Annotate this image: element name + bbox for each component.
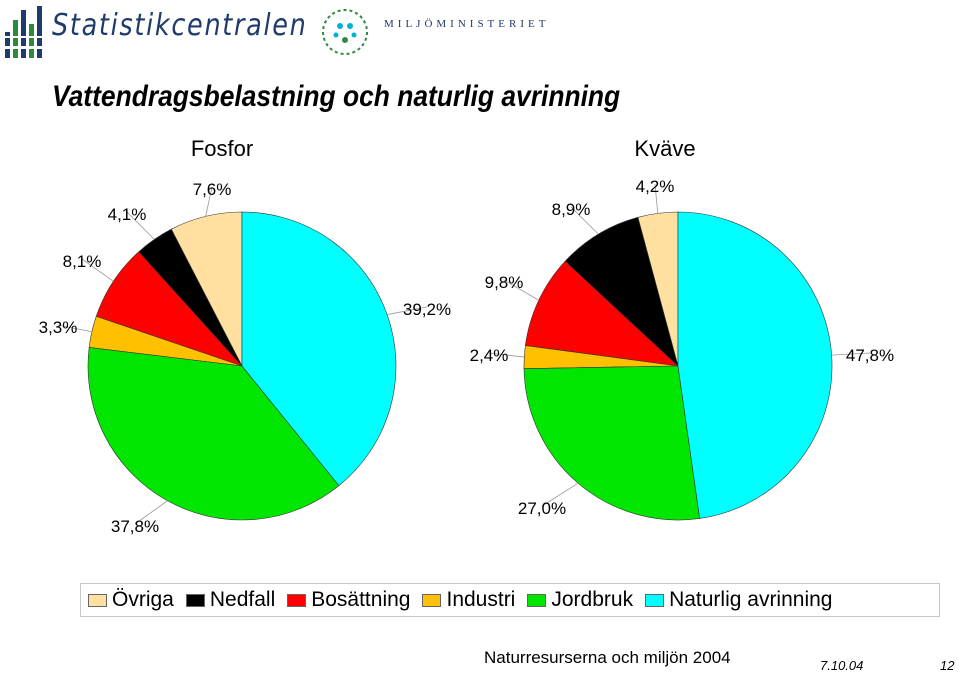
legend-swatch [287,593,307,607]
legend-label: Nedfall [209,588,276,611]
leader-line [488,352,525,358]
pie-slice-naturlig-avrinning [677,211,833,519]
legend-item-nedfall: Nedfall [185,588,276,612]
pie-kvave: 4,2% 8,9% 9,8% 2,4% 27,0% 47,8% [470,177,894,521]
legend-item-bosattning: Bosättning [287,588,410,612]
leader-line [387,306,428,315]
legend-swatch [527,593,547,607]
data-label: 3,3% [39,318,78,337]
leader-line [134,500,168,525]
data-label: 4,2% [636,177,675,196]
chart-title-fosfor: Fosfor [191,136,253,161]
legend-item-jordbruk: Jordbruk [527,588,633,612]
leader-line [541,482,579,507]
data-label: 39,2% [403,300,451,319]
data-label: 37,8% [111,517,159,536]
data-label: 4,1% [108,205,147,224]
leader-line [57,324,92,333]
page-title: Vattendragsbelastning och naturlig avrin… [52,80,621,113]
legend-swatch [422,593,442,607]
legend-item-ovriga: Övriga [88,588,174,612]
legend-swatch [88,593,107,607]
footer-date: 7.10.04 [820,658,864,673]
data-label: 27,0% [518,499,566,518]
brand-name: Statistikcentralen [52,8,308,43]
ministry-logo-icon [322,9,368,55]
statistikcentralen-logo-icon [3,6,47,58]
legend-swatch [185,593,205,607]
legend-item-naturlig-avrinning: Naturlig avrinning [645,588,832,612]
data-label: 9,8% [485,273,524,292]
legend: Övriga Nedfall Bosättning Industri Jordb… [80,583,940,617]
pie-slice-nedfall [564,216,679,367]
legend-item-industri: Industri [422,588,515,612]
data-label: 8,1% [63,252,102,271]
leader-line [654,183,659,214]
leader-line [81,258,114,282]
footer-page-number: 12 [940,658,955,673]
leader-line [831,352,871,356]
leader-line [503,279,539,301]
pie-slice-jordbruk [523,365,701,521]
footer-source: Naturresurserna och miljön 2004 [484,648,731,667]
chart-title-kvave: Kväve [634,136,695,161]
legend-label: Övriga [112,588,174,611]
legend-label: Naturlig avrinning [669,588,833,611]
data-label: 47,8% [846,346,894,365]
legend-swatch [645,593,665,607]
leader-line [570,206,599,235]
header: Statistikcentralen MILJÖMINISTERIET [0,0,959,62]
data-label: 2,4% [470,346,509,365]
pie-slice-jordbruk [87,347,340,521]
legend-label: Bosättning [311,588,411,611]
ministry-name: MILJÖMINISTERIET [384,18,550,30]
data-label: 7,6% [193,180,232,199]
pie-slice-naturlig-avrinning [241,211,397,487]
data-label: 8,9% [552,200,591,219]
legend-label: Jordbruk [551,588,634,611]
pie-fosfor: 7,6% 4,1% 8,1% 3,3% 37,8% 39,2% [39,180,451,536]
legend-label: Industri [446,588,516,611]
leader-line [126,211,155,240]
leader-line [205,186,213,217]
